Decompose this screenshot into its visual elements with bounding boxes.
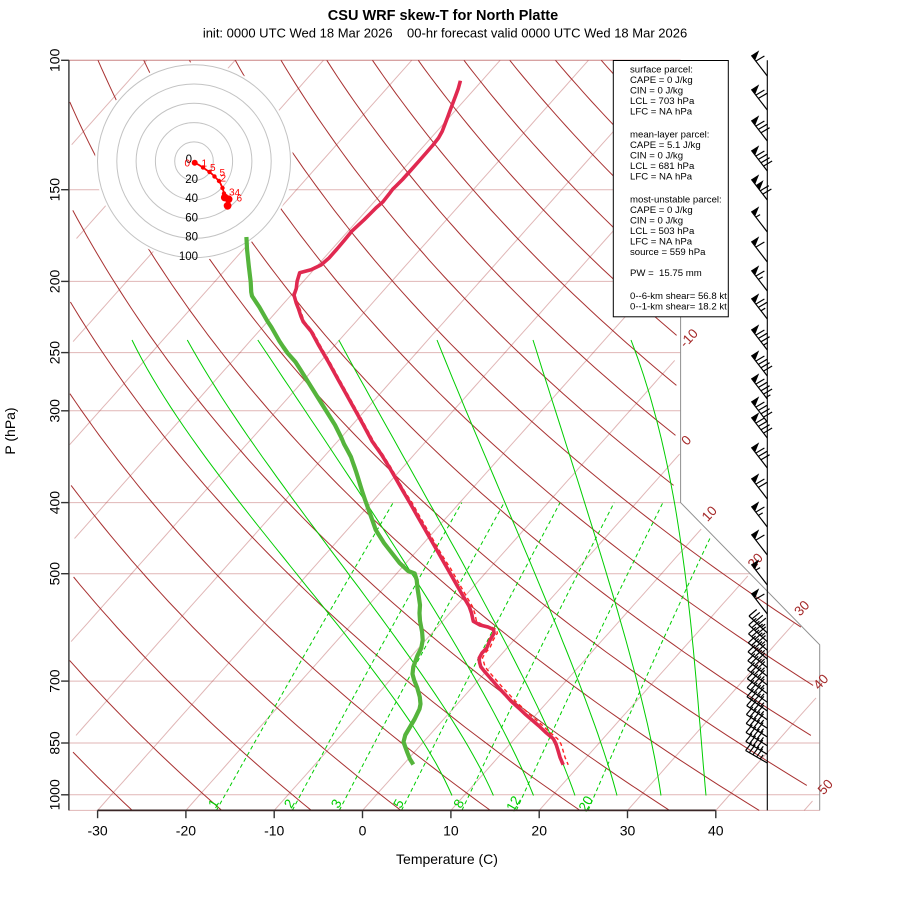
svg-text:100: 100 (179, 251, 198, 263)
svg-text:30: 30 (620, 822, 636, 838)
svg-text:30: 30 (791, 598, 812, 619)
svg-text:CAPE = 0 J/kg: CAPE = 0 J/kg (630, 75, 693, 86)
svg-text:0: 0 (185, 159, 191, 170)
svg-text:-20: -20 (176, 822, 196, 838)
svg-text:1000: 1000 (46, 779, 62, 810)
svg-text:0: 0 (359, 822, 367, 838)
svg-text:CAPE = 0 J/kg: CAPE = 0 J/kg (630, 205, 693, 216)
svg-text:PW = 15.75 mm: PW = 15.75 mm (630, 268, 702, 279)
svg-text:Temperature (C): Temperature (C) (396, 851, 498, 867)
svg-text:0--6-km shear= 56.8 kt: 0--6-km shear= 56.8 kt (630, 291, 727, 302)
svg-text:3: 3 (229, 188, 235, 199)
svg-text:CIN = 0 J/kg: CIN = 0 J/kg (630, 216, 683, 227)
svg-text:mean-layer parcel:: mean-layer parcel: (630, 130, 709, 141)
svg-text:300: 300 (46, 399, 62, 423)
svg-text:500: 500 (46, 562, 62, 586)
svg-text:0: 0 (186, 154, 192, 166)
svg-text:CSU WRF skew-T for North Platt: CSU WRF skew-T for North Platte (328, 8, 558, 24)
svg-text:CIN = 0 J/kg: CIN = 0 J/kg (630, 86, 683, 97)
svg-text:12: 12 (503, 793, 524, 814)
svg-text:60: 60 (185, 212, 198, 224)
svg-text:5: 5 (220, 168, 226, 179)
svg-text:20: 20 (576, 793, 597, 814)
svg-text:0--1-km shear= 18.2 kt: 0--1-km shear= 18.2 kt (630, 302, 727, 313)
svg-text:1: 1 (202, 159, 208, 170)
svg-text:surface parcel:: surface parcel: (630, 65, 693, 76)
svg-text:40: 40 (708, 822, 724, 838)
svg-text:200: 200 (46, 270, 62, 294)
svg-text:-10: -10 (264, 822, 284, 838)
svg-text:init: 0000 UTC Wed 18 Mar 2026: init: 0000 UTC Wed 18 Mar 2026 00-hr for… (203, 26, 687, 41)
svg-text:80: 80 (185, 232, 198, 244)
svg-text:2: 2 (221, 174, 227, 185)
svg-text:LCL = 703 hPa: LCL = 703 hPa (630, 96, 695, 107)
svg-text:700: 700 (46, 669, 62, 693)
svg-text:10: 10 (443, 822, 459, 838)
svg-text:150: 150 (46, 178, 62, 202)
svg-text:5: 5 (210, 163, 216, 174)
svg-text:20: 20 (745, 550, 766, 571)
svg-text:most-unstable parcel:: most-unstable parcel: (630, 195, 722, 206)
svg-text:4: 4 (235, 188, 241, 199)
svg-text:P (hPa): P (hPa) (2, 407, 18, 454)
svg-text:40: 40 (185, 193, 198, 205)
svg-text:400: 400 (46, 491, 62, 515)
svg-text:LCL = 681 hPa: LCL = 681 hPa (630, 161, 695, 172)
svg-text:40: 40 (810, 671, 831, 692)
svg-text:20: 20 (185, 174, 198, 186)
svg-text:20: 20 (531, 822, 547, 838)
svg-text:LFC = NA hPa: LFC = NA hPa (630, 237, 693, 248)
svg-text:LFC = NA hPa: LFC = NA hPa (630, 172, 693, 183)
svg-text:LCL = 503 hPa: LCL = 503 hPa (630, 226, 695, 237)
svg-text:CAPE = 5.1 J/kg: CAPE = 5.1 J/kg (630, 140, 701, 151)
svg-text:50: 50 (815, 776, 836, 797)
svg-text:LFC = NA hPa: LFC = NA hPa (630, 107, 693, 118)
svg-text:6: 6 (237, 194, 243, 205)
svg-text:850: 850 (46, 731, 62, 755)
svg-text:10: 10 (699, 503, 720, 524)
svg-text:CIN = 0 J/kg: CIN = 0 J/kg (630, 151, 683, 162)
svg-text:250: 250 (46, 341, 62, 365)
svg-text:-30: -30 (87, 822, 107, 838)
svg-text:source = 559 hPa: source = 559 hPa (630, 247, 706, 258)
svg-text:100: 100 (46, 48, 62, 72)
